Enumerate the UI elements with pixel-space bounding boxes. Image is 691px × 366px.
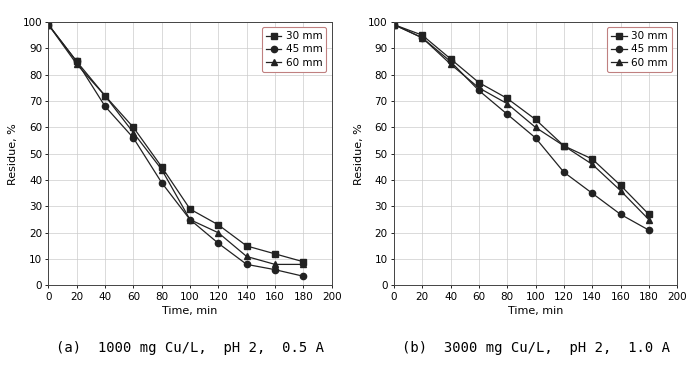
45 mm bbox=[503, 112, 511, 116]
45 mm bbox=[645, 228, 653, 232]
30 mm bbox=[101, 94, 109, 98]
45 mm bbox=[446, 59, 455, 64]
30 mm bbox=[588, 157, 596, 161]
60 mm bbox=[129, 130, 138, 135]
30 mm bbox=[44, 22, 53, 27]
30 mm bbox=[73, 59, 81, 64]
X-axis label: Time, min: Time, min bbox=[508, 306, 563, 316]
60 mm bbox=[645, 217, 653, 222]
Line: 30 mm: 30 mm bbox=[45, 22, 307, 265]
30 mm bbox=[243, 244, 251, 248]
30 mm bbox=[475, 81, 483, 85]
X-axis label: Time, min: Time, min bbox=[162, 306, 218, 316]
45 mm bbox=[186, 217, 194, 222]
45 mm bbox=[44, 22, 53, 27]
60 mm bbox=[271, 262, 279, 266]
45 mm bbox=[299, 274, 307, 279]
45 mm bbox=[158, 180, 166, 185]
30 mm bbox=[418, 33, 426, 37]
45 mm bbox=[588, 191, 596, 195]
45 mm bbox=[531, 136, 540, 140]
30 mm bbox=[186, 207, 194, 211]
Y-axis label: Residue, %: Residue, % bbox=[354, 123, 364, 184]
Text: (b)  3000 mg Cu/L,  pH 2,  1.0 A: (b) 3000 mg Cu/L, pH 2, 1.0 A bbox=[401, 341, 670, 355]
60 mm bbox=[214, 231, 223, 235]
60 mm bbox=[73, 62, 81, 66]
45 mm bbox=[129, 136, 138, 140]
60 mm bbox=[44, 22, 53, 27]
45 mm bbox=[560, 170, 568, 174]
Line: 45 mm: 45 mm bbox=[45, 22, 307, 279]
30 mm bbox=[446, 57, 455, 61]
60 mm bbox=[243, 254, 251, 259]
45 mm bbox=[214, 241, 223, 246]
60 mm bbox=[299, 262, 307, 266]
Legend: 30 mm, 45 mm, 60 mm: 30 mm, 45 mm, 60 mm bbox=[607, 27, 672, 72]
Line: 30 mm: 30 mm bbox=[390, 22, 652, 217]
60 mm bbox=[158, 167, 166, 172]
Text: (a)  1000 mg Cu/L,  pH 2,  0.5 A: (a) 1000 mg Cu/L, pH 2, 0.5 A bbox=[56, 341, 324, 355]
45 mm bbox=[418, 36, 426, 40]
30 mm bbox=[299, 259, 307, 264]
30 mm bbox=[271, 252, 279, 256]
Line: 60 mm: 60 mm bbox=[390, 22, 652, 223]
45 mm bbox=[616, 212, 625, 217]
60 mm bbox=[390, 22, 398, 27]
Legend: 30 mm, 45 mm, 60 mm: 30 mm, 45 mm, 60 mm bbox=[262, 27, 326, 72]
30 mm bbox=[531, 117, 540, 122]
45 mm bbox=[271, 268, 279, 272]
Line: 60 mm: 60 mm bbox=[45, 22, 307, 268]
45 mm bbox=[243, 262, 251, 266]
60 mm bbox=[560, 143, 568, 148]
Y-axis label: Residue, %: Residue, % bbox=[8, 123, 19, 184]
45 mm bbox=[475, 88, 483, 93]
30 mm bbox=[645, 212, 653, 217]
60 mm bbox=[503, 101, 511, 106]
30 mm bbox=[129, 125, 138, 130]
30 mm bbox=[158, 165, 166, 169]
60 mm bbox=[475, 86, 483, 90]
60 mm bbox=[186, 217, 194, 222]
60 mm bbox=[588, 162, 596, 167]
60 mm bbox=[418, 36, 426, 40]
60 mm bbox=[531, 125, 540, 130]
30 mm bbox=[503, 96, 511, 101]
60 mm bbox=[446, 62, 455, 66]
30 mm bbox=[214, 223, 223, 227]
30 mm bbox=[390, 22, 398, 27]
45 mm bbox=[73, 59, 81, 64]
45 mm bbox=[101, 104, 109, 108]
60 mm bbox=[101, 94, 109, 98]
45 mm bbox=[390, 22, 398, 27]
30 mm bbox=[616, 183, 625, 187]
Line: 45 mm: 45 mm bbox=[390, 22, 652, 233]
60 mm bbox=[616, 188, 625, 193]
30 mm bbox=[560, 143, 568, 148]
